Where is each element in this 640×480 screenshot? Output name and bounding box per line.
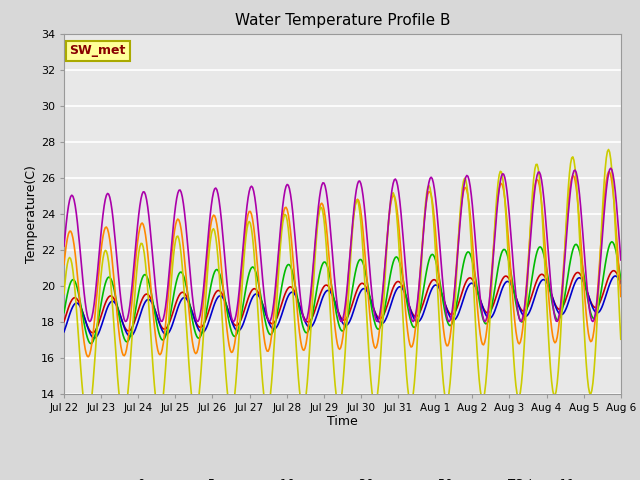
X-axis label: Time: Time [327,415,358,429]
Title: Water Temperature Profile B: Water Temperature Profile B [235,13,450,28]
Y-axis label: Temperature(C): Temperature(C) [25,165,38,263]
Legend: 0cm, +5cm, +10cm, +30cm, +50cm, TC_temp11: 0cm, +5cm, +10cm, +30cm, +50cm, TC_temp1… [106,473,579,480]
Text: SW_met: SW_met [70,44,126,58]
